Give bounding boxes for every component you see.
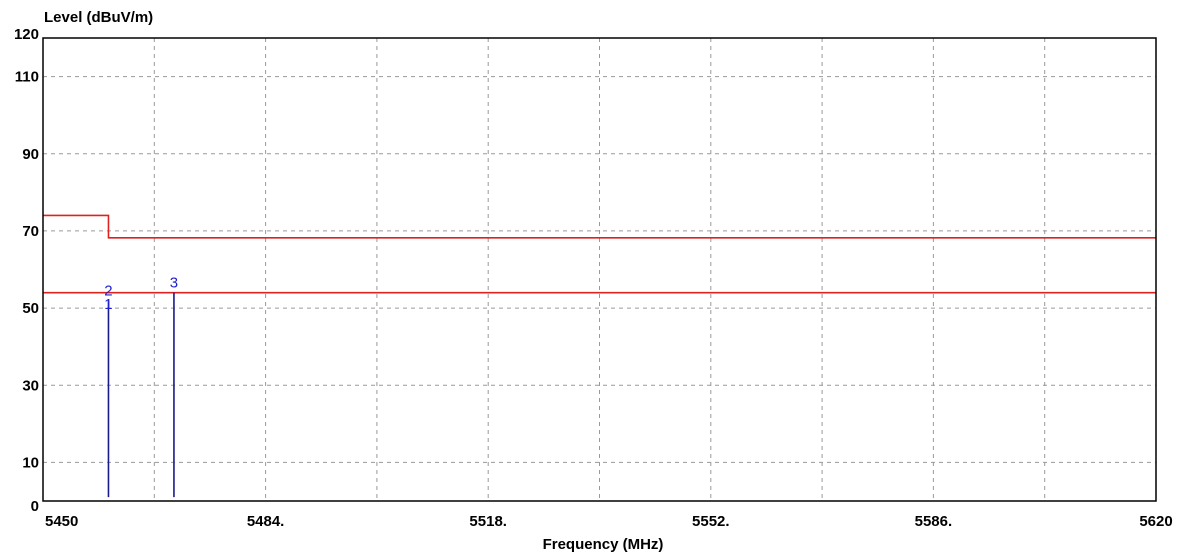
grid — [43, 38, 1156, 501]
markers: 12 3 — [104, 275, 178, 498]
y-tick-label: 0 — [31, 498, 39, 515]
x-tick-label: 5450 — [45, 513, 78, 530]
y-tick-label: 30 — [22, 377, 39, 394]
marker-label: 3 — [170, 275, 178, 292]
limit-line — [43, 214, 1156, 239]
x-axis-title: Frequency (MHz) — [543, 536, 664, 553]
x-tick-label: 5620 — [1139, 513, 1172, 530]
y-tick-label: 110 — [15, 69, 39, 86]
x-tick-label: 5518. — [469, 513, 507, 530]
x-tick-label: 5484. — [247, 513, 285, 530]
x-tick-label: 5552. — [692, 513, 730, 530]
y-tick-label: 90 — [22, 146, 39, 163]
x-tick-labels: 5450 5484. 5518. 5552. 5586. 5620 — [45, 513, 1173, 530]
y-tick-labels: 0 10 30 50 70 90 110 120 — [14, 26, 39, 515]
marker-label: 2 — [104, 282, 112, 299]
y-tick-label: 50 — [22, 300, 39, 317]
y-tick-label: 10 — [22, 454, 39, 471]
y-axis-title: Level (dBuV/m) — [44, 9, 153, 26]
y-tick-label: 70 — [22, 223, 39, 240]
limit-lines — [43, 214, 1156, 294]
x-tick-label: 5586. — [915, 513, 953, 530]
y-tick-label: 120 — [14, 26, 39, 43]
marker-label: 1 — [104, 296, 112, 313]
plot-frame — [42, 37, 1157, 502]
